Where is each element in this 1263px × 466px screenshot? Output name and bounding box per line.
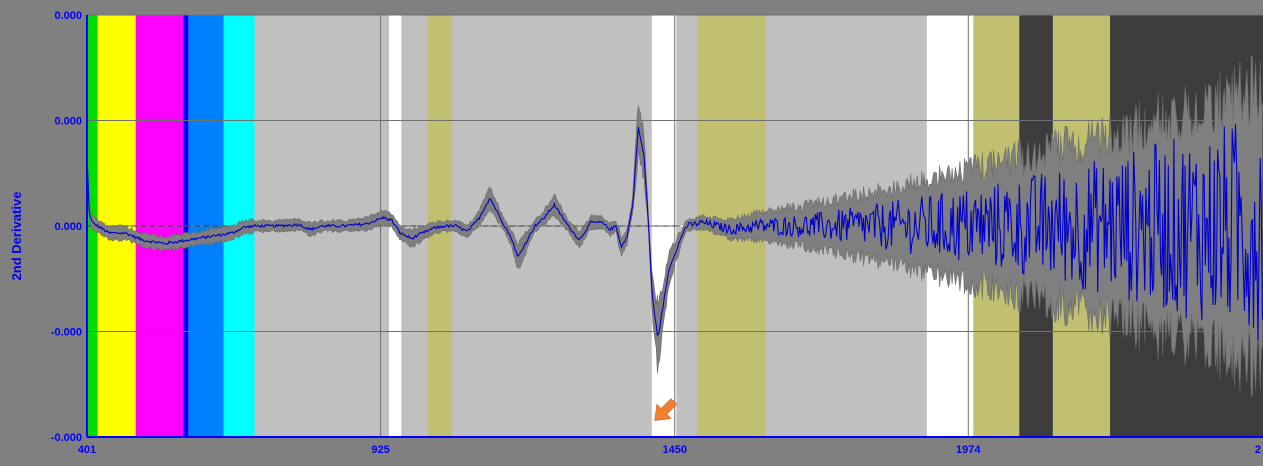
x-tick-label: 1974: [956, 444, 981, 456]
y-tick-label: 0.000: [54, 116, 82, 128]
x-tick-label: 401: [78, 444, 96, 456]
mean-spectrum-line: [86, 124, 1263, 340]
y-tick-label: 0.000: [54, 221, 82, 233]
series-lines: [86, 124, 1263, 340]
annotation-layer: [654, 398, 677, 421]
annotation-arrow-icon: [654, 398, 677, 421]
arrow-shape: [654, 398, 677, 421]
y-tick-label: 0.000: [54, 10, 82, 22]
x-tick-label: 2: [1255, 444, 1261, 456]
x-tick-label: 925: [371, 444, 389, 456]
y-axis-label: 2nd Derivative: [9, 192, 24, 281]
x-tick-label: 1450: [662, 444, 686, 456]
axes: [86, 15, 1263, 438]
y-tick-label: -0.000: [51, 327, 82, 339]
y-tick-label: -0.000: [51, 432, 82, 444]
